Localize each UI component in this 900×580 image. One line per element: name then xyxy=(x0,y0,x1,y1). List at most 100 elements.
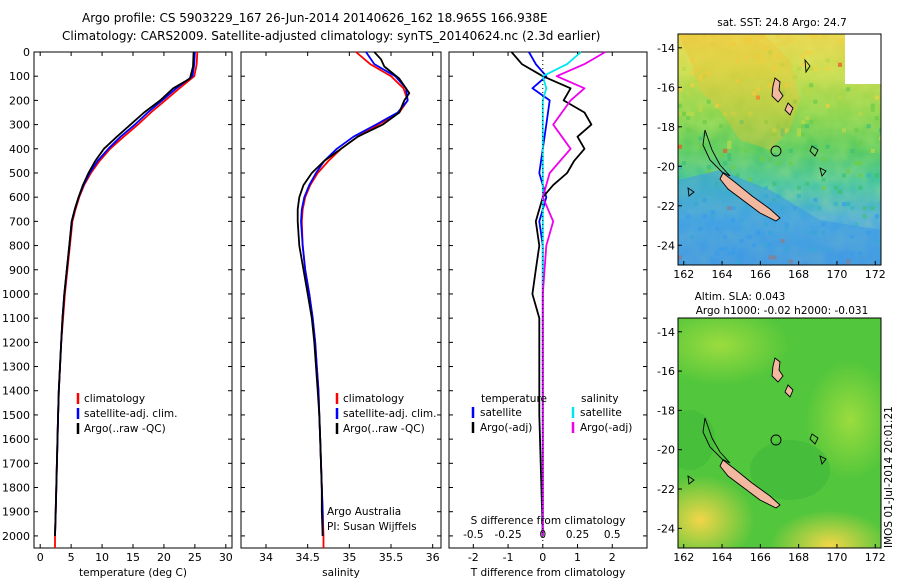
secondary-axis-label: S difference from climatology xyxy=(471,515,626,527)
legend-group-temperature: temperature xyxy=(481,393,547,405)
x-tick-label: 10 xyxy=(95,551,109,564)
map-x-tick-label: 172 xyxy=(865,551,886,564)
x-axis-label: T difference from climatology xyxy=(470,567,626,579)
y-tick-label: 900 xyxy=(9,264,30,277)
map-x-tick-label: 170 xyxy=(826,551,847,564)
legend-label: satellite xyxy=(580,407,622,419)
y-tick-label: 2000 xyxy=(2,530,30,543)
y-tick-label: 800 xyxy=(9,240,30,253)
sla-map-title: Altim. SLA: 0.043 xyxy=(695,291,786,303)
temperature-profile-panel: 0100200300400500600700800900100011001200… xyxy=(2,46,233,579)
y-tick-label: 1600 xyxy=(2,433,30,446)
map-x-tick-label: 164 xyxy=(712,268,733,281)
sst-map-title: sat. SST: 24.8 Argo: 24.7 xyxy=(717,17,847,29)
map-y-tick-label: -16 xyxy=(657,81,675,94)
legend-label: Argo(-adj) xyxy=(580,422,632,434)
series-line-argo-adj- xyxy=(510,51,593,536)
x-tick-label: -1 xyxy=(503,551,514,564)
map-y-tick-label: -22 xyxy=(657,483,675,496)
legend-label: climatology xyxy=(84,393,145,405)
map-x-tick-label: 164 xyxy=(712,551,733,564)
y-tick-label: 1700 xyxy=(2,457,30,470)
map-y-tick-label: -16 xyxy=(657,365,675,378)
sst-map-panel: sat. SST: 24.8 Argo: 24.7 162 1 xyxy=(657,17,886,281)
series-line-climatology xyxy=(300,51,409,548)
y-tick-label: 1200 xyxy=(2,336,30,349)
x-tick-label: 36 xyxy=(426,551,440,564)
figure-title-line2: Climatology: CARS2009. Satellite-adjuste… xyxy=(62,29,600,43)
map-x-tick-label: 166 xyxy=(750,268,771,281)
x-tick-label: 5 xyxy=(68,551,75,564)
legend-label: satellite-adj. clim. xyxy=(343,408,436,420)
y-tick-label: 1000 xyxy=(2,288,30,301)
x-tick-label: 25 xyxy=(188,551,202,564)
y-tick-label: 0 xyxy=(23,46,30,59)
y-tick-label: 1500 xyxy=(2,409,30,422)
legend-label: satellite xyxy=(480,407,522,419)
secondary-tick-label: 0.25 xyxy=(566,529,589,541)
legend-group-salinity: salinity xyxy=(581,393,619,405)
y-tick-label: 700 xyxy=(9,215,30,228)
map-x-tick-label: 162 xyxy=(673,268,694,281)
y-tick-label: 1800 xyxy=(2,482,30,495)
x-axis-label: temperature (deg C) xyxy=(79,567,187,579)
y-tick-label: 500 xyxy=(9,167,30,180)
map-x-tick-label: 166 xyxy=(750,551,771,564)
salinity-profile-panel: 34 34.5 35 35.5 36 salinity climatology satelli… xyxy=(240,51,442,579)
x-tick-label: 2 xyxy=(609,551,616,564)
x-tick-label: 35.5 xyxy=(379,551,404,564)
credit-organisation: Argo Australia xyxy=(327,506,401,518)
map-x-tick-label: 170 xyxy=(826,268,847,281)
x-tick-label: 30 xyxy=(219,551,233,564)
map-x-tick-label: 172 xyxy=(865,268,886,281)
x-tick-label: 34 xyxy=(259,551,273,564)
map-y-tick-label: -22 xyxy=(657,200,675,213)
sla-map-panel: Altim. SLA: 0.043 Argo h1000: -0.02 h200… xyxy=(657,291,886,564)
map-y-tick-label: -24 xyxy=(657,239,675,252)
y-tick-label: 1300 xyxy=(2,361,30,374)
x-tick-label: 1 xyxy=(574,551,581,564)
x-tick-label: 15 xyxy=(126,551,140,564)
legend-label: Argo(..raw -QC) xyxy=(343,423,425,435)
difference-profile-panel: -2 -1 0 1 2 T difference from climatology temp… xyxy=(448,51,648,579)
map-y-tick-label: -20 xyxy=(657,160,675,173)
map-y-tick-label: -24 xyxy=(657,522,675,535)
series-line-satellite-adj-clim- xyxy=(54,51,196,536)
x-tick-label: 0 xyxy=(37,551,44,564)
credit-pi: PI: Susan Wijffels xyxy=(327,521,417,533)
map-y-tick-label: -18 xyxy=(657,121,675,134)
legend-label: satellite-adj. clim. xyxy=(84,408,177,420)
legend-label: Argo(-adj) xyxy=(480,422,532,434)
x-tick-label: 34.5 xyxy=(295,551,320,564)
sla-heatmap xyxy=(678,318,881,548)
secondary-tick-label: -0.5 xyxy=(463,529,484,541)
map-y-tick-label: -20 xyxy=(657,444,675,457)
timestamp-watermark: IMOS 01-Jul-2014 20:01:21 xyxy=(883,406,895,548)
map-x-tick-label: 168 xyxy=(788,268,809,281)
series-line-satellite xyxy=(541,51,582,536)
series-line-argo-adj- xyxy=(541,51,606,536)
y-tick-label: 1100 xyxy=(2,312,30,325)
map-y-tick-label: -18 xyxy=(657,404,675,417)
plot-frame xyxy=(240,51,442,549)
map-y-tick-label: -14 xyxy=(657,42,675,55)
x-tick-label: 35 xyxy=(342,551,356,564)
sst-heatmap xyxy=(678,34,881,265)
map-x-tick-label: 168 xyxy=(788,551,809,564)
secondary-tick-label: 0.5 xyxy=(604,529,621,541)
map-x-tick-label: 162 xyxy=(673,551,694,564)
y-tick-label: 300 xyxy=(9,119,30,132)
y-tick-label: 1900 xyxy=(2,506,30,519)
sla-map-subtitle: Argo h1000: -0.02 h2000: -0.031 xyxy=(696,305,869,317)
plot-frame xyxy=(448,51,648,549)
y-tick-label: 200 xyxy=(9,94,30,107)
y-tick-label: 600 xyxy=(9,191,30,204)
x-tick-label: 20 xyxy=(157,551,171,564)
x-axis-label: salinity xyxy=(322,567,360,579)
legend-label: Argo(..raw -QC) xyxy=(84,423,166,435)
series-line-climatology xyxy=(54,51,199,548)
series-line-argo-raw-qc- xyxy=(296,51,411,536)
secondary-tick-label: -0.25 xyxy=(494,529,521,541)
y-tick-label: 400 xyxy=(9,143,30,156)
